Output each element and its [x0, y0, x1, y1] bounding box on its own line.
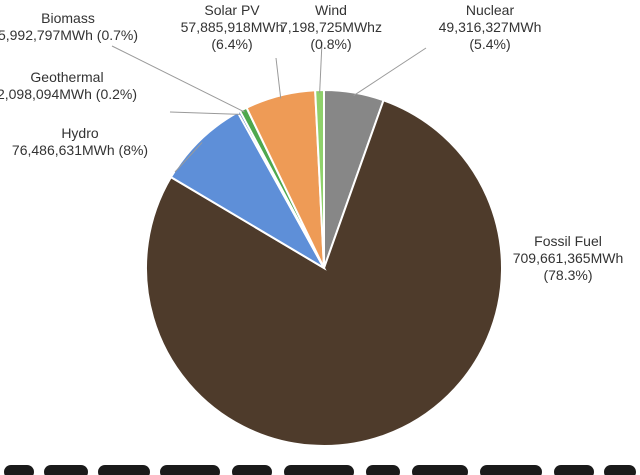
label-hydro-value: 76,486,631MWh (8%): [11, 142, 149, 158]
cropped-caption-text: [0, 462, 640, 475]
leader-line-nuclear: [353, 47, 427, 96]
label-hydro-name: Hydro: [61, 125, 99, 141]
leader-line-wind: [319, 41, 323, 94]
label-geothermal: Geothermal 2,098,094MWh (0.2%): [0, 69, 137, 103]
label-hydro: Hydro 76,486,631MWh (8%): [12, 125, 148, 159]
leader-line-geothermal: [169, 111, 241, 115]
pie-slice-fossil-fuel: [145, 98, 503, 447]
label-solar-pv-pct: (6.4%): [211, 36, 253, 52]
label-biomass-value: 5,992,797MWh (0.7%): [0, 27, 139, 43]
leader-line-solar-pv: [275, 57, 282, 99]
label-nuclear-pct: (5.4%): [469, 36, 511, 52]
label-fossil-fuel: Fossil Fuel 709,661,365MWh (78.3%): [513, 233, 624, 284]
label-geothermal-name: Geothermal: [30, 69, 104, 85]
label-wind-name: Wind: [315, 2, 347, 18]
label-geothermal-value: 2,098,094MWh (0.2%): [0, 86, 138, 102]
label-wind-value: 7,198,725MWhz: [280, 19, 382, 35]
pie-slice-hydro: [169, 110, 327, 271]
label-fossil-fuel-value: 709,661,365MWh: [512, 250, 624, 266]
label-nuclear-value: 49,316,327MWh: [438, 19, 542, 35]
label-nuclear-name: Nuclear: [465, 2, 515, 18]
label-wind-pct: (0.8%): [310, 36, 352, 52]
leader-line-hydro: [174, 142, 203, 173]
label-biomass: Biomass 5,992,797MWh (0.7%): [0, 10, 138, 44]
label-nuclear: Nuclear 49,316,327MWh (5.4%): [439, 2, 542, 53]
label-solar-pv-value: 57,885,918MWh: [180, 19, 284, 35]
label-biomass-name: Biomass: [41, 10, 95, 26]
label-wind: Wind 7,198,725MWhz (0.8%): [280, 2, 382, 53]
label-solar-pv: Solar PV 57,885,918MWh (6.4%): [181, 2, 284, 53]
leader-line-biomass: [111, 45, 245, 113]
label-fossil-fuel-name: Fossil Fuel: [534, 233, 602, 249]
label-solar-pv-name: Solar PV: [204, 2, 260, 18]
label-fossil-fuel-pct: (78.3%): [543, 267, 593, 283]
